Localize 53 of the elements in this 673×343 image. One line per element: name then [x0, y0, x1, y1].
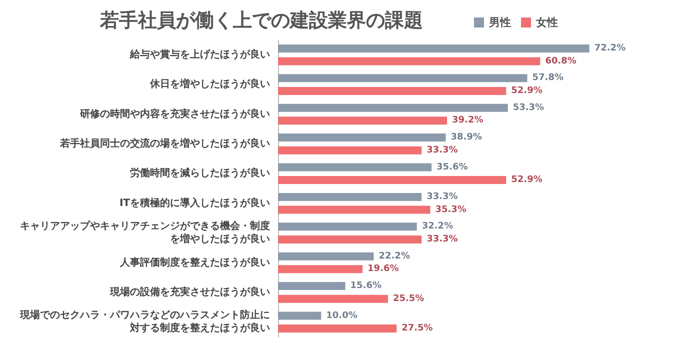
bar — [278, 222, 417, 231]
bar — [278, 282, 346, 290]
data-label: 53.3% — [512, 102, 544, 113]
y-tick-label: 人事評価制度を整えたほうが良い — [119, 256, 270, 268]
bar — [278, 104, 508, 112]
data-label: 72.2% — [594, 43, 626, 54]
data-label: 32.2% — [422, 222, 454, 232]
y-tick-label: 研修の時間や内容を充実させたほうが良い — [79, 108, 270, 120]
bar — [278, 57, 540, 66]
bar — [278, 86, 506, 95]
bar — [278, 294, 388, 303]
bar — [278, 192, 422, 201]
bar — [278, 312, 322, 320]
data-label: 33.3% — [426, 145, 458, 156]
bar — [278, 252, 374, 260]
data-label: 33.3% — [426, 234, 458, 244]
data-label: 57.8% — [532, 73, 564, 84]
bar — [278, 134, 446, 142]
bar — [278, 235, 422, 244]
bar — [278, 116, 448, 125]
chart-title: 若手社員が働く上での建設業界の課題 — [99, 10, 423, 32]
data-label: 25.5% — [392, 294, 424, 304]
legend-label: 男性 — [488, 16, 511, 29]
data-label: 15.6% — [350, 281, 382, 292]
data-label: 39.2% — [452, 116, 484, 126]
data-label: 27.5% — [402, 324, 433, 334]
data-label: 35.6% — [436, 162, 468, 172]
y-tick-label: 休日を増やしたほうが良い — [149, 78, 270, 90]
bar — [278, 74, 528, 82]
legend-label: 女性 — [535, 16, 558, 29]
data-label: 60.8% — [545, 56, 576, 66]
bar — [278, 176, 506, 184]
y-tick-label: 労働時間を減らしたほうが良い — [130, 167, 270, 180]
data-label: 33.3% — [426, 192, 458, 202]
y-tick-label: 若手社員同士の交流の場を増やしたほうが良い — [59, 137, 270, 150]
y-tick-label: 現場でのセクハラ・パワハラなどのハラスメント防止に対する制度を整えたほうが良い — [19, 309, 270, 334]
y-tick-label: 給与や賞与を上げたほうが良い — [129, 48, 270, 60]
bar — [278, 163, 432, 172]
bar — [278, 265, 363, 274]
data-label: 10.0% — [326, 310, 358, 321]
data-label: 22.2% — [378, 251, 410, 262]
y-tick-label: キャリアアップやキャリアチェンジができる機会・制度を増やしたほうが良い — [20, 220, 270, 246]
y-tick-label: ITを積極的に導入したほうが良い — [119, 196, 270, 209]
data-label: 52.9% — [511, 86, 542, 96]
bar — [278, 146, 422, 154]
bar — [278, 324, 397, 333]
bar — [278, 44, 590, 52]
data-label: 19.6% — [368, 264, 399, 274]
data-label: 35.3% — [435, 204, 466, 215]
data-label: 52.9% — [511, 175, 542, 186]
bar — [278, 206, 430, 214]
y-tick-label: 現場の設備を充実させたほうが良い — [109, 286, 270, 298]
data-label: 38.9% — [450, 132, 482, 143]
